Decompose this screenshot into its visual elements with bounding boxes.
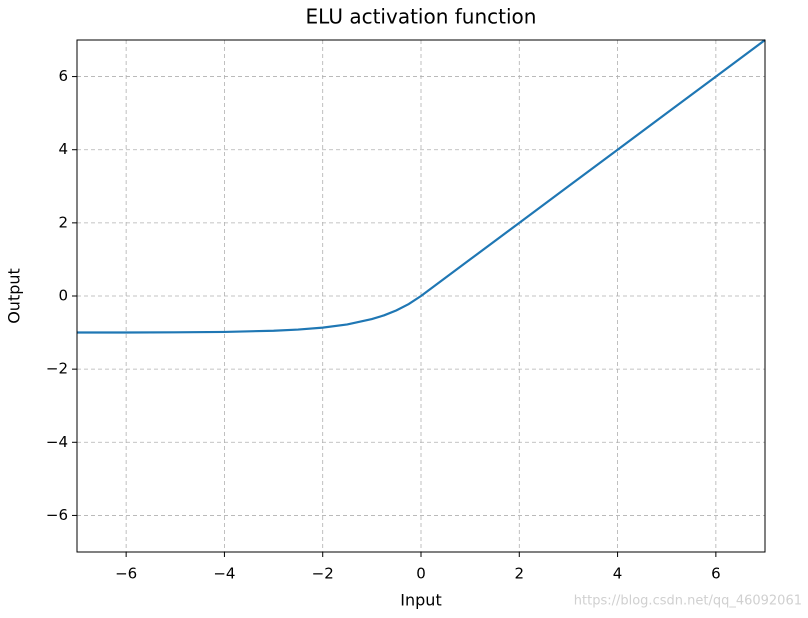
x-tick-label: −4 <box>213 565 235 583</box>
y-tick-label: −4 <box>46 433 68 451</box>
x-axis-label: Input <box>400 591 441 610</box>
x-tick-label: 4 <box>613 565 623 583</box>
line <box>76 39 766 334</box>
y-axis-label: Output <box>5 268 24 324</box>
y-tick-label: 2 <box>58 213 68 231</box>
watermark: https://blog.csdn.net/qq_46092061 <box>574 594 802 609</box>
y-tick-label: −2 <box>46 360 68 378</box>
y-tick-label: −6 <box>46 506 68 524</box>
y-tick-label: 0 <box>58 287 68 305</box>
x-tick-label: −2 <box>312 565 334 583</box>
x-tick-label: 0 <box>416 565 426 583</box>
x-tick-label: −6 <box>115 565 137 583</box>
chart-title: ELU activation function <box>306 5 537 29</box>
x-tick-label: 2 <box>515 565 525 583</box>
x-tick-label: 6 <box>711 565 721 583</box>
y-tick-label: 4 <box>58 140 68 158</box>
plot-frame <box>76 39 766 553</box>
y-tick-label: 6 <box>58 67 68 85</box>
